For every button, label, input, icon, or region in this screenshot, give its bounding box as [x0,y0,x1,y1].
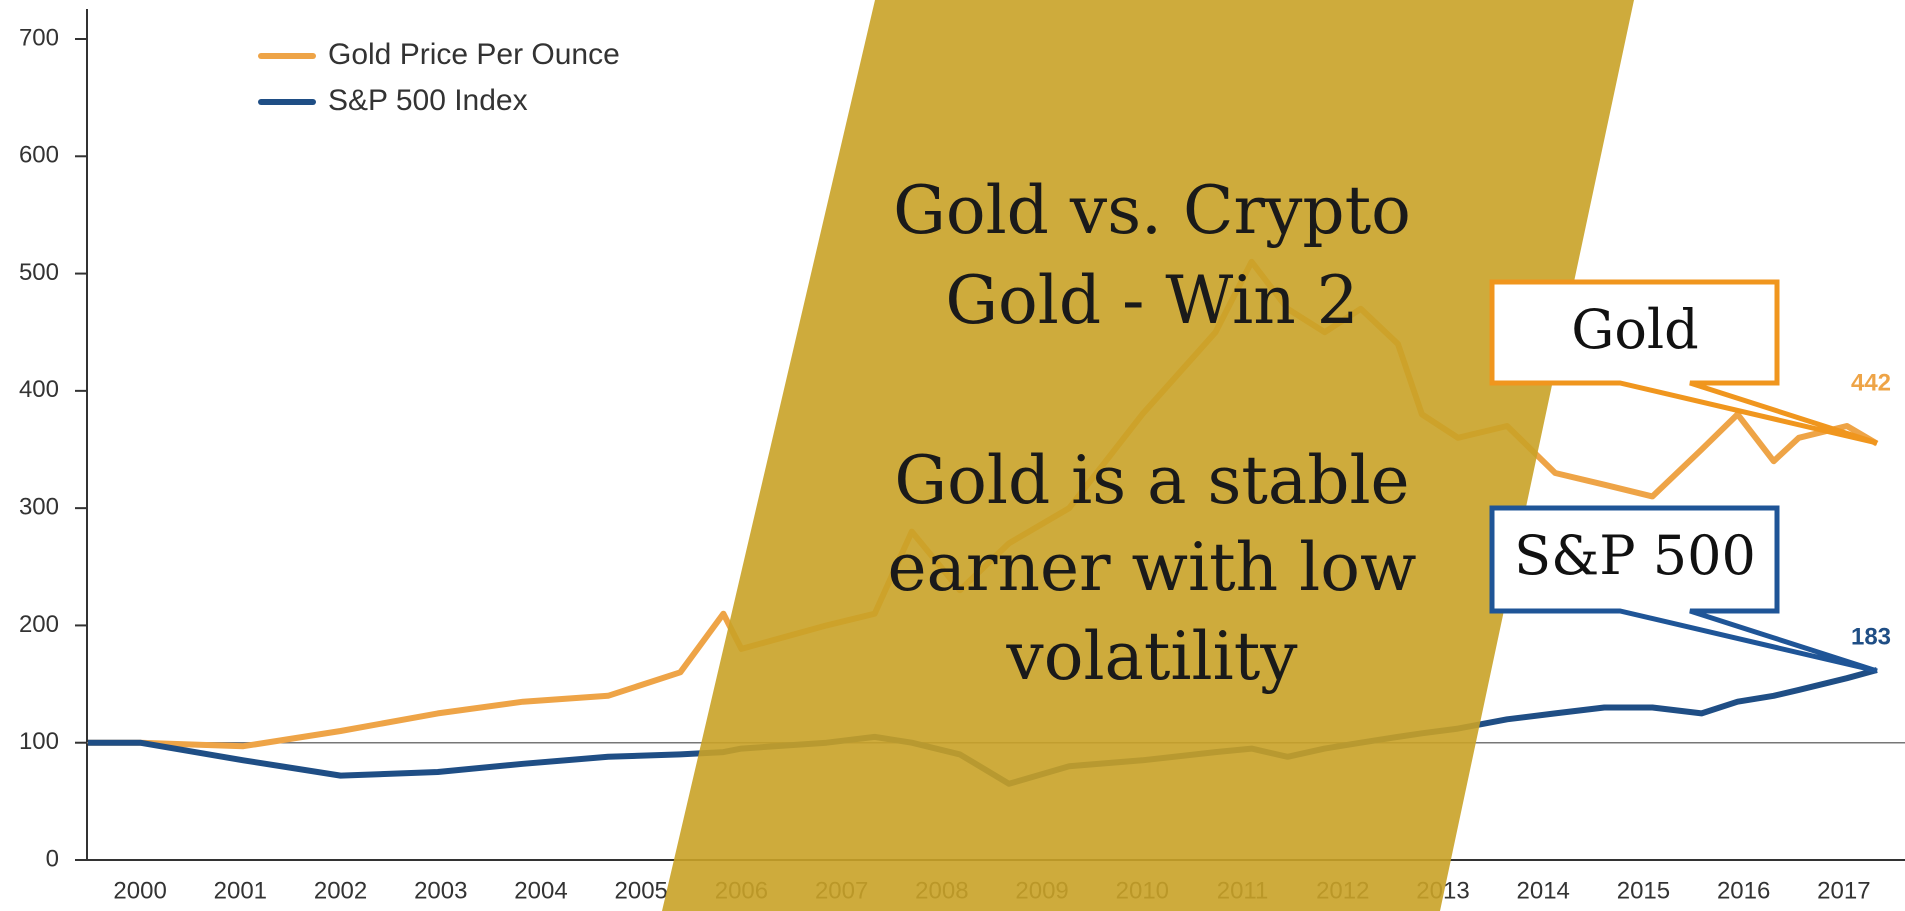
x-tick-label: 2014 [1517,877,1570,904]
overlay-title: Gold vs. Crypto [893,172,1411,249]
y-tick-label: 200 [19,611,59,638]
y-tick-label: 500 [19,259,59,286]
callout-box [1489,279,1878,446]
y-tick-label: 100 [19,728,59,755]
overlay-body: earner with low [888,529,1417,606]
overlay-band [662,0,1634,911]
y-tick-label: 300 [19,493,59,520]
end-label: 183 [1851,623,1891,650]
x-tick-label: 2015 [1617,877,1670,904]
x-tick-label: 2000 [113,877,166,904]
callout-label: S&P 500 [1514,524,1756,587]
legend-label: S&P 500 Index [328,84,528,117]
x-tick-label: 2005 [615,877,668,904]
overlay-body: Gold is a stable [894,442,1409,519]
overlay-body: volatility [1005,618,1298,695]
callout-box [1489,505,1878,674]
x-tick-label: 2003 [414,877,467,904]
x-tick-label: 2001 [214,877,267,904]
y-tick-label: 0 [46,845,59,872]
x-tick-label: 2002 [314,877,367,904]
legend-label: Gold Price Per Ounce [328,38,620,71]
y-tick-label: 400 [19,376,59,403]
callout-label: Gold [1571,298,1699,361]
x-tick-label: 2004 [514,877,567,904]
x-tick-label: 2017 [1817,877,1870,904]
y-tick-label: 700 [19,24,59,51]
overlay-title: Gold - Win 2 [945,262,1358,339]
x-tick-label: 2016 [1717,877,1770,904]
end-label: 442 [1851,369,1891,396]
y-tick-label: 600 [19,142,59,169]
